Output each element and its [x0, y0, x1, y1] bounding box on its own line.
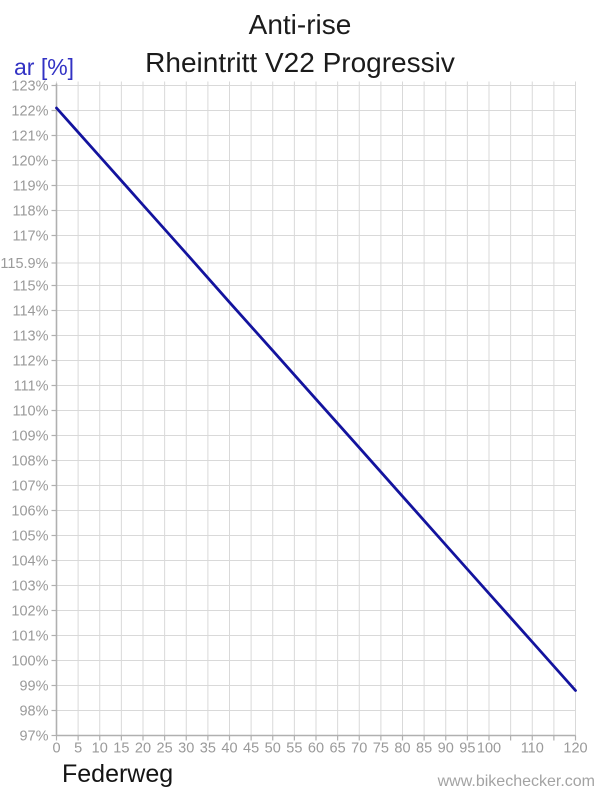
- x-tick-label: 25: [157, 741, 173, 757]
- y-tick-label: 114%: [12, 303, 48, 319]
- y-tick-label: 100%: [11, 653, 48, 669]
- y-tick-label: 122%: [11, 103, 48, 119]
- y-tick-label: 97%: [19, 728, 48, 744]
- x-tick-label: 120: [563, 741, 587, 757]
- y-tick-label: 101%: [11, 628, 48, 644]
- x-tick-label: 50: [265, 741, 281, 757]
- x-tick-label: 30: [178, 741, 194, 757]
- y-tick-label: 110%: [12, 403, 48, 419]
- y-tick-label: 108%: [11, 453, 48, 469]
- y-tick-label: 120%: [11, 153, 48, 169]
- y-tick-label: 105%: [11, 528, 48, 544]
- x-tick-label: 45: [243, 741, 259, 757]
- x-tick-label: 85: [416, 741, 432, 757]
- y-tick-label: 113%: [12, 328, 48, 344]
- y-tick-label: 121%: [11, 128, 48, 144]
- x-tick-label: 100: [477, 741, 501, 757]
- x-tick-label: 60: [308, 741, 324, 757]
- y-tick-label: 112%: [12, 353, 48, 369]
- y-tick-label: 115%: [12, 278, 48, 294]
- x-tick-label: 75: [373, 741, 389, 757]
- y-tick-label: 119%: [12, 178, 48, 194]
- y-tick-label: 98%: [19, 703, 48, 719]
- x-tick-label: 80: [394, 741, 410, 757]
- x-axis-name-label: Federweg: [62, 760, 174, 788]
- x-tick-label: 5: [74, 741, 82, 757]
- y-tick-label: 117%: [12, 228, 48, 244]
- x-tick-label: 90: [438, 741, 454, 757]
- y-tick-label: 118%: [12, 203, 48, 219]
- x-tick-label: 70: [351, 741, 367, 757]
- y-tick-label: 115.9%: [0, 256, 48, 272]
- x-tick-label: 0: [52, 741, 60, 757]
- y-tick-label: 111%: [14, 378, 49, 394]
- watermark-link: www.bikechecker.com: [437, 773, 595, 790]
- x-tick-label: 95: [459, 741, 475, 757]
- x-tick-label: 40: [221, 741, 237, 757]
- x-tick-label: 65: [330, 741, 346, 757]
- x-tick-label: 55: [286, 741, 302, 757]
- y-tick-label: 123%: [11, 78, 48, 94]
- x-tick-label: 15: [113, 741, 129, 757]
- x-tick-label: 10: [92, 741, 108, 757]
- y-tick-label: 104%: [11, 553, 48, 569]
- chart-title: Anti-rise: [248, 9, 352, 40]
- anti-rise-curve: [55, 106, 577, 692]
- y-tick-label: 107%: [11, 478, 48, 494]
- x-tick-label: 110: [521, 741, 544, 757]
- y-axis-unit-label: ar [%]: [14, 54, 75, 80]
- y-tick-label: 106%: [11, 503, 48, 519]
- y-tick-label: 99%: [19, 678, 48, 694]
- y-tick-label: 102%: [11, 603, 48, 619]
- chart-subtitle: Rheintritt V22 Progressiv: [145, 47, 455, 78]
- x-tick-label: 35: [200, 741, 216, 757]
- y-tick-label: 109%: [11, 428, 48, 444]
- y-tick-label: 103%: [11, 578, 48, 594]
- x-tick-label: 20: [135, 741, 151, 757]
